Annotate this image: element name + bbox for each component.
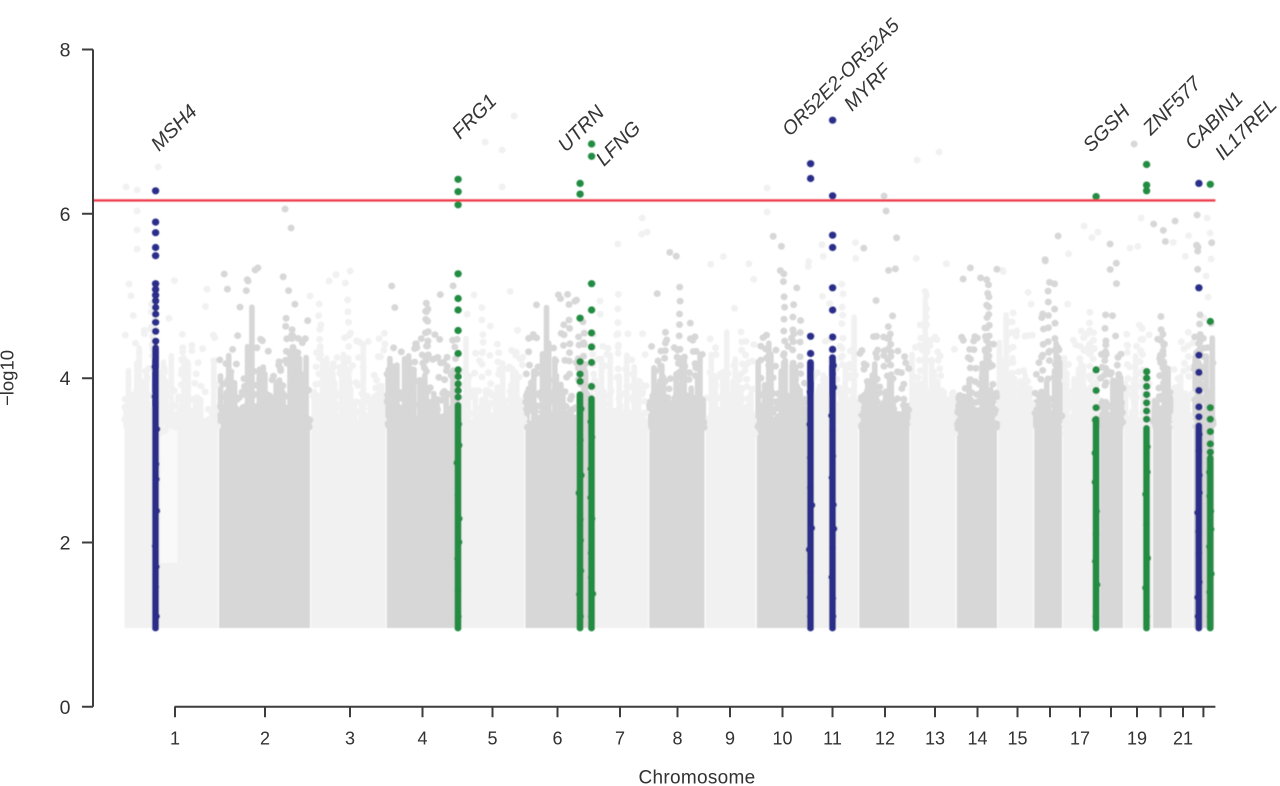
svg-text:1: 1 [170,729,180,749]
svg-text:17: 17 [1070,729,1090,749]
svg-text:4: 4 [417,729,427,749]
svg-text:−log10: −log10 [0,350,18,406]
svg-text:0: 0 [60,697,71,719]
svg-text:7: 7 [615,729,625,749]
svg-text:6: 6 [552,729,562,749]
svg-text:19: 19 [1127,729,1147,749]
svg-text:5: 5 [487,729,497,749]
svg-text:13: 13 [925,729,945,749]
svg-text:6: 6 [60,204,71,226]
svg-text:2: 2 [260,729,270,749]
svg-text:8: 8 [60,40,71,62]
svg-text:14: 14 [967,729,987,749]
svg-text:15: 15 [1007,729,1027,749]
svg-text:10: 10 [772,729,792,749]
svg-text:3: 3 [345,729,355,749]
svg-text:11: 11 [823,729,842,749]
svg-text:12: 12 [875,729,895,749]
svg-text:9: 9 [725,729,735,749]
svg-text:4: 4 [60,368,71,390]
svg-text:2: 2 [60,533,71,555]
svg-text:8: 8 [672,729,682,749]
svg-text:Chromosome: Chromosome [638,768,755,786]
svg-text:21: 21 [1173,729,1193,749]
